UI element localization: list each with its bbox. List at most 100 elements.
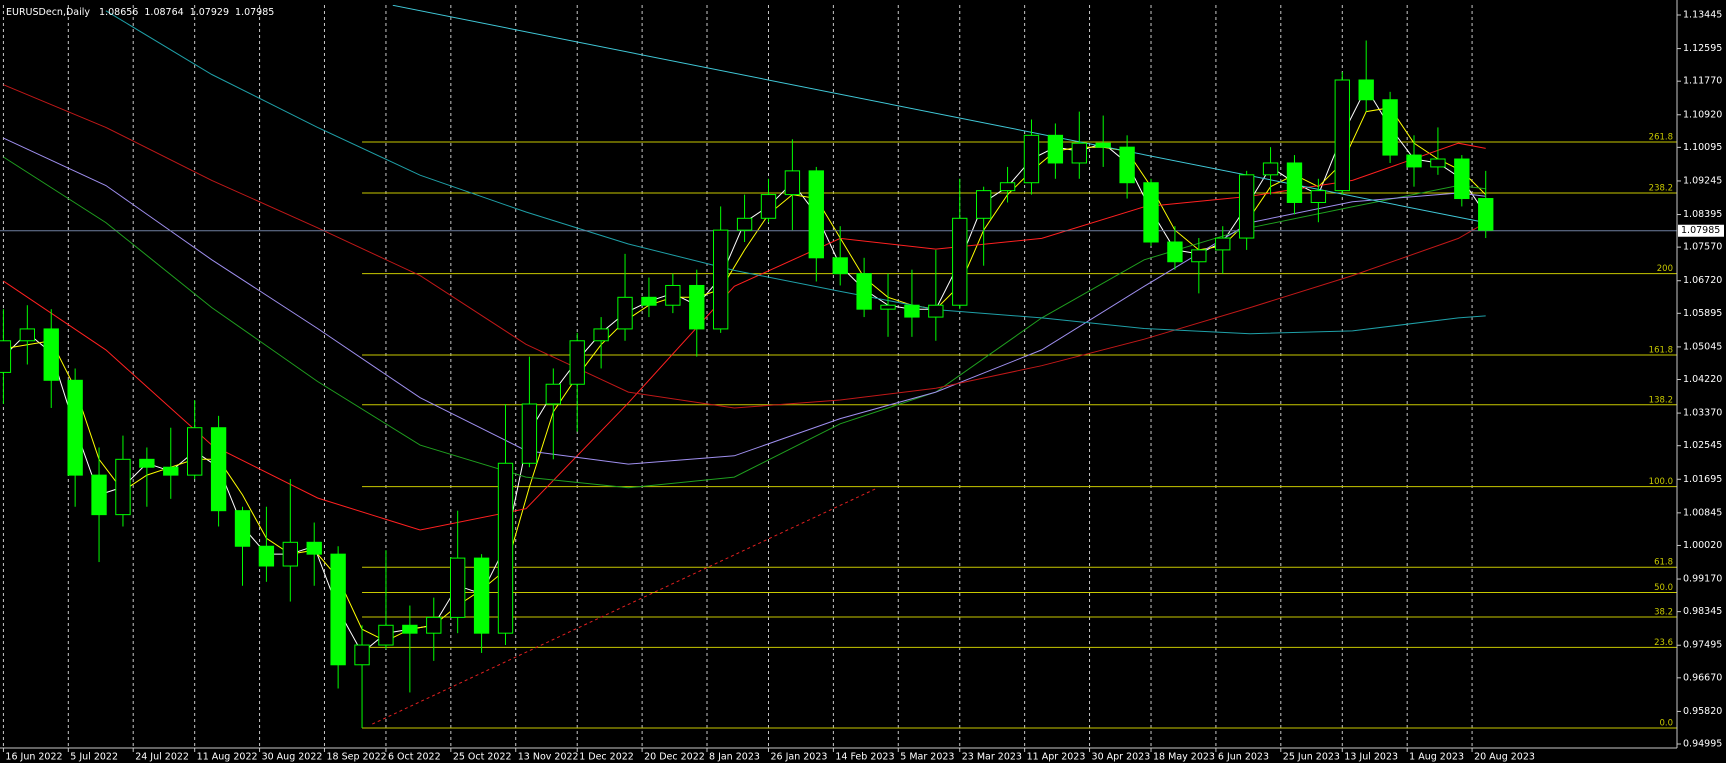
candle-body (545, 383, 561, 405)
y-tick-label: 1.05895 (1683, 308, 1722, 319)
y-tick-label: 0.94995 (1683, 739, 1722, 750)
y-tick-label: 1.02545 (1683, 440, 1722, 451)
candle-body (952, 217, 968, 306)
y-tick-label: 1.08395 (1683, 209, 1722, 220)
x-tick-label: 25 Jun 2023 (1283, 752, 1340, 763)
plot-area: 261.8 238.2 200 161.8 138.2 100.0 61.8 50.0 38.2… (0, 5, 1677, 748)
candle-body (330, 553, 346, 666)
candle-body (19, 328, 35, 342)
fib-label: 50.0 (1654, 583, 1673, 593)
x-tick-label: 11 Apr 2023 (1027, 752, 1086, 763)
candle-body (760, 194, 777, 219)
candle-body (187, 427, 203, 476)
x-tick-label: 24 Jul 2022 (135, 752, 189, 763)
x-tick-label: 16 Jun 2022 (5, 752, 62, 763)
symbol: EURUSDecn,Daily (6, 7, 90, 18)
candle-body (521, 403, 538, 464)
candle-body (0, 340, 12, 373)
candle-body (163, 466, 179, 476)
x-tick-label: 5 Jul 2022 (70, 752, 118, 763)
candle-body (904, 304, 920, 318)
candle-body (1167, 241, 1183, 263)
candle-body (1071, 142, 1087, 164)
y-tick-label: 1.04220 (1683, 374, 1722, 385)
y-tick-label: 1.12595 (1683, 43, 1722, 54)
x-tick-label: 25 Oct 2022 (453, 752, 512, 763)
candle-body (712, 229, 729, 330)
fib-label: 38.2 (1654, 607, 1673, 617)
candle-body (139, 458, 155, 468)
candle-body (665, 284, 681, 306)
candle-body (210, 427, 227, 512)
candle-body (43, 328, 59, 381)
candle-body (306, 541, 322, 555)
candle-body (67, 379, 83, 476)
fib-label: 261.8 (1649, 133, 1673, 143)
fib-label: 138.2 (1649, 395, 1673, 405)
x-tick-label: 6 Jun 2023 (1218, 752, 1269, 763)
fib-label: 161.8 (1649, 346, 1673, 356)
x-tick-label: 6 Oct 2022 (388, 752, 441, 763)
fib-label: 238.2 (1649, 184, 1673, 194)
y-tick-label: 0.96670 (1683, 672, 1722, 683)
candle-body (1334, 79, 1350, 192)
y-tick-label: 1.10920 (1683, 109, 1722, 120)
candle-body (1406, 154, 1422, 168)
moving-average (3, 84, 1486, 409)
candle-body (1191, 249, 1207, 263)
candle-body (1047, 134, 1064, 164)
candle-body (1382, 99, 1398, 156)
candle-body (1310, 190, 1327, 203)
y-tick-label: 0.97495 (1683, 640, 1722, 651)
candle-body (258, 545, 275, 567)
y-tick-label: 0.95820 (1683, 706, 1722, 717)
x-tick-label: 18 May 2023 (1153, 752, 1215, 763)
candle-body (784, 170, 801, 196)
x-tick-label: 26 Jan 2023 (770, 752, 827, 763)
y-tick-label: 1.09245 (1683, 175, 1722, 186)
fib-label: 200 (1657, 264, 1673, 274)
candle-body (1454, 158, 1470, 200)
candle-body (928, 304, 944, 318)
x-tick-label: 13 Nov 2022 (518, 752, 579, 763)
candle-body (808, 170, 824, 259)
x-tick-label: 13 Jul 2023 (1344, 752, 1398, 763)
candle-body (641, 296, 657, 306)
candle-body (1358, 79, 1374, 101)
candle-body (1238, 174, 1255, 239)
moving-average (3, 156, 1486, 489)
candle-body (593, 328, 609, 342)
chart-header: EURUSDecn,Daily 1.08656 1.08764 1.07929 … (6, 7, 274, 18)
x-tick-label: 5 Mar 2023 (900, 752, 954, 763)
x-tick-label: 1 Dec 2022 (579, 752, 634, 763)
candle-body (426, 616, 442, 634)
candle-body (1215, 237, 1231, 251)
candle-body (880, 304, 896, 310)
moving-average (3, 107, 1487, 642)
x-tick-label: 14 Feb 2023 (835, 752, 894, 763)
price-tag (1678, 224, 1724, 237)
candle-body (402, 624, 418, 634)
fib-label: 23.6 (1654, 638, 1673, 648)
candle-body (736, 217, 753, 231)
candle-body (91, 474, 107, 516)
candle-body (832, 257, 848, 275)
y-tick-label: 1.03370 (1683, 408, 1722, 419)
x-tick-label: 11 Aug 2022 (197, 752, 258, 763)
y-tick-label: 0.98345 (1683, 606, 1722, 617)
bar-low: 1.07929 (190, 7, 229, 18)
bar-close: 1.07985 (235, 7, 274, 18)
candle-body (1143, 182, 1159, 243)
x-tick-label: 1 Aug 2023 (1409, 752, 1464, 763)
candle-body (1095, 142, 1111, 148)
x-tick-label: 20 Aug 2023 (1474, 752, 1535, 763)
x-tick-label: 30 Aug 2022 (262, 752, 323, 763)
bar-high: 1.08764 (144, 7, 183, 18)
candle-body (1430, 158, 1446, 168)
x-tick-label: 30 Apr 2023 (1092, 752, 1151, 763)
moving-average (3, 137, 1486, 465)
